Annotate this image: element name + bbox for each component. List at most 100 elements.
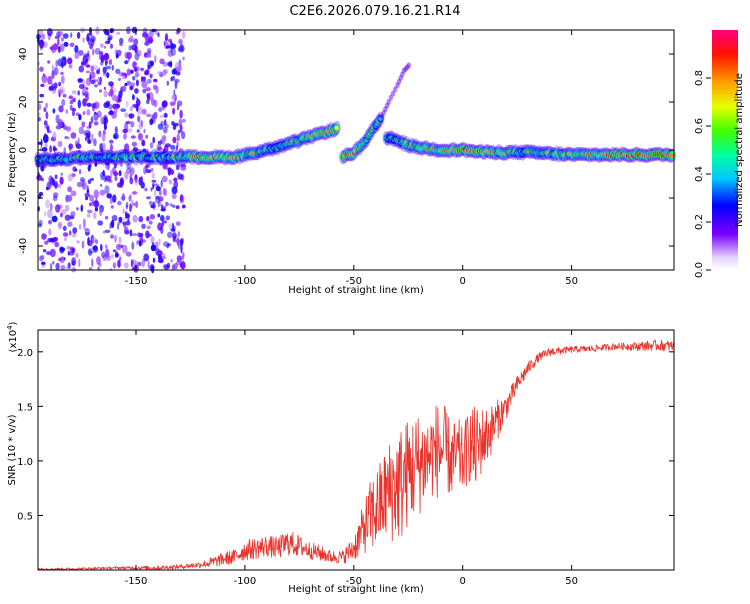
noise-speck [146,225,151,230]
noise-speck [166,80,169,86]
noise-speck [68,95,74,100]
noise-speck [122,208,125,215]
noise-speck [127,37,133,43]
noise-speck [103,117,106,126]
faint-branch-point [393,86,398,93]
noise-speck [83,53,89,58]
noise-speck [68,143,74,150]
noise-speck [153,78,158,83]
noise-speck [175,145,179,151]
noise-speck [170,76,173,82]
noise-speck [49,145,52,153]
noise-speck [141,258,146,268]
noise-speck [74,168,78,172]
noise-speck [99,43,104,48]
noise-speck [163,188,168,197]
noise-speck [65,136,70,140]
noise-speck [57,38,60,46]
noise-speck [82,98,87,107]
noise-speck [93,114,98,118]
noise-speck [113,132,119,140]
noise-speck [144,34,150,43]
noise-speck [104,229,111,233]
noise-speck [142,27,148,34]
noise-speck [175,71,181,76]
noise-speck [104,215,109,220]
snr-y-label: SNR (10 * v/v) [7,414,18,485]
snr-y-ticks: 0.5 1.0 1.5 2.0 [17,348,674,522]
noise-speck [52,43,59,51]
noise-speck [162,264,168,270]
noise-speck [170,259,173,263]
noise-speck [121,76,127,80]
noise-speck [172,233,178,239]
noise-speck [75,252,79,258]
noise-speck [114,175,118,182]
x-tick-label: -150 [125,276,148,287]
y-tick-label: 20 [18,96,29,109]
noise-speck [90,65,95,72]
noise-speck [136,129,140,133]
noise-speck [134,178,139,186]
noise-speck [112,249,117,253]
noise-speck [102,66,107,74]
noise-speck [124,262,129,269]
noise-speck [163,126,168,134]
noise-speck [87,248,93,256]
noise-speck [146,216,150,222]
noise-speck [69,104,73,111]
noise-speck [40,46,43,51]
noise-speck [100,54,105,63]
noise-speck [136,49,142,57]
noise-speck [86,34,90,42]
noise-speck [40,138,43,148]
noise-speck [129,203,132,213]
noise-speck [67,221,73,227]
noise-speck [132,75,136,81]
noise-speck [175,221,181,227]
noise-speck [160,204,164,210]
noise-speck [179,238,184,246]
noise-speck [110,234,114,239]
noise-speck [132,147,139,152]
noise-speck [90,35,96,43]
noise-speck [148,220,153,225]
noise-speck [92,79,98,83]
noise-speck [130,106,133,112]
noise-speck [133,38,139,46]
noise-speck [110,254,115,259]
noise-speck [112,103,117,110]
noise-speck [137,115,141,123]
x-tick-label: 50 [565,276,578,287]
noise-speck [46,124,50,132]
noise-speck [57,58,64,67]
noise-speck [86,213,91,218]
noise-speck [171,193,177,200]
noise-speck [171,121,175,126]
noise-speck [69,42,75,47]
noise-speck [135,79,139,87]
noise-speck [104,160,111,166]
noise-speck [49,248,56,258]
noise-speck [58,46,61,51]
noise-speck [134,71,140,78]
noise-speck [102,72,107,76]
snr-scale-close: ) [8,321,19,325]
noise-speck [129,167,135,176]
noise-speck [37,117,41,122]
colorbar-ticks: 0.0 0.2 0.4 0.6 0.8 [694,70,711,278]
noise-speck [74,52,80,59]
noise-speck [118,170,122,177]
noise-speck [125,213,130,219]
noise-speck [124,220,131,226]
noise-speck [151,179,157,183]
noise-speck [86,102,92,107]
noise-speck [181,30,186,39]
noise-speck [106,29,110,37]
noise-speck [120,108,127,112]
noise-speck [171,204,176,208]
noise-speck [70,132,77,139]
noise-speck [55,204,61,213]
noise-speck [157,213,161,218]
